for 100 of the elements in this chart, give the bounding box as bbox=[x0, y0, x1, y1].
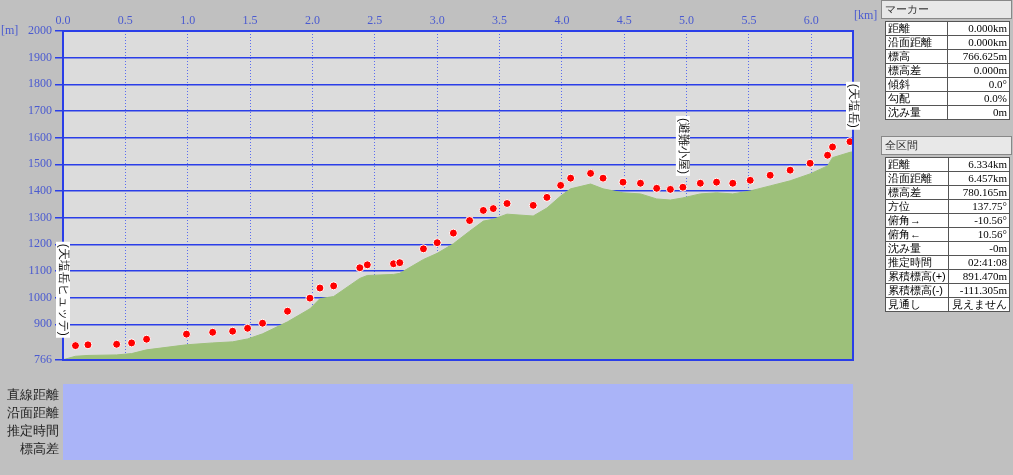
point bbox=[208, 327, 218, 337]
point bbox=[432, 238, 442, 248]
point bbox=[228, 326, 238, 336]
y-tick-label: 1900 bbox=[28, 49, 52, 64]
point bbox=[598, 173, 608, 183]
text: 沈み量 bbox=[885, 105, 948, 120]
point bbox=[465, 216, 475, 226]
text: 累積標高(-) bbox=[885, 283, 949, 298]
x-tick-label: 5.0 bbox=[679, 12, 695, 27]
text: 137.75° bbox=[948, 199, 1010, 214]
point bbox=[765, 170, 775, 180]
text: 累積標高(+) bbox=[885, 269, 949, 284]
point bbox=[258, 318, 268, 328]
point bbox=[395, 258, 405, 268]
x-tick-label: 4.0 bbox=[554, 12, 570, 27]
text: 標高 bbox=[885, 49, 948, 64]
text: 方位 bbox=[885, 199, 949, 214]
y-tick-label: 1800 bbox=[28, 76, 52, 91]
y-tick-label: 1700 bbox=[28, 103, 52, 118]
text: 勾配 bbox=[885, 91, 948, 106]
text: 全区間 bbox=[881, 136, 1012, 155]
point bbox=[712, 177, 722, 187]
point bbox=[181, 329, 191, 339]
point bbox=[243, 323, 253, 333]
y-tick-label: 1100 bbox=[28, 263, 52, 278]
x-tick-label: 0.5 bbox=[117, 12, 133, 27]
point bbox=[362, 260, 372, 270]
point bbox=[745, 175, 755, 185]
text: -10.56° bbox=[948, 213, 1010, 228]
text: 俯角→ bbox=[885, 213, 949, 228]
text: 10.56° bbox=[948, 227, 1010, 242]
point bbox=[618, 177, 628, 187]
text: 直線距離 bbox=[6, 386, 59, 404]
point bbox=[805, 158, 815, 168]
point bbox=[785, 165, 795, 175]
point bbox=[448, 228, 458, 238]
y-tick-label: 766 bbox=[34, 352, 52, 367]
x-tick-label: 1.0 bbox=[180, 12, 196, 27]
text: 0.0% bbox=[947, 91, 1010, 106]
text: 推定時間 bbox=[885, 255, 949, 270]
text: 0.000km bbox=[947, 35, 1010, 50]
x-tick-label: 2.0 bbox=[304, 12, 320, 27]
x-tick-label: 0.0 bbox=[55, 12, 71, 27]
y-tick-label: 900 bbox=[34, 316, 52, 331]
y-tick-label: 1500 bbox=[28, 156, 52, 171]
point bbox=[315, 283, 325, 293]
text: 推定時間 bbox=[6, 422, 59, 440]
text: マーカー bbox=[881, 0, 1012, 19]
x-tick-label: 3.0 bbox=[429, 12, 445, 27]
point bbox=[635, 178, 645, 188]
text: 6.457km bbox=[948, 171, 1010, 186]
annotation: (天塩岳ヒュッテ) bbox=[56, 243, 71, 336]
y-axis-title: [m] bbox=[1, 23, 19, 38]
y-tick-label: 1200 bbox=[28, 236, 52, 251]
point bbox=[112, 339, 122, 349]
text: 02:41:08 bbox=[948, 255, 1010, 270]
text: 沿面距離 bbox=[6, 404, 59, 422]
point bbox=[305, 293, 315, 303]
point bbox=[678, 182, 688, 192]
text: 沿面距離 bbox=[885, 171, 949, 186]
point bbox=[283, 306, 292, 316]
x-tick-label: 5.5 bbox=[741, 12, 757, 27]
text: 0.000m bbox=[947, 63, 1010, 78]
annotation: (避難小屋) bbox=[676, 117, 691, 174]
point bbox=[83, 340, 93, 350]
point bbox=[556, 180, 566, 190]
text: -111.305m bbox=[948, 283, 1010, 298]
text: 沿面距離 bbox=[885, 35, 948, 50]
point bbox=[566, 173, 576, 183]
y-tick-label: 2000 bbox=[28, 23, 52, 38]
point bbox=[142, 334, 152, 344]
text: 0.0° bbox=[947, 77, 1010, 92]
text: -0m bbox=[948, 241, 1010, 256]
point bbox=[502, 199, 512, 208]
text: 距離 bbox=[885, 157, 949, 172]
point bbox=[845, 137, 853, 147]
text: 標高差 bbox=[19, 440, 59, 458]
annotation: (天塩岳) bbox=[846, 83, 861, 128]
point bbox=[355, 263, 365, 273]
point bbox=[127, 338, 137, 348]
text: 766.625m bbox=[947, 49, 1010, 64]
point bbox=[528, 200, 538, 210]
point bbox=[542, 192, 552, 202]
text: 780.165m bbox=[948, 185, 1010, 200]
text: 見えません bbox=[948, 297, 1010, 312]
x-tick-label: 6.0 bbox=[803, 12, 819, 27]
point bbox=[665, 184, 675, 194]
point bbox=[329, 281, 339, 291]
text: 俯角← bbox=[885, 227, 949, 242]
x-axis-title: [km] bbox=[854, 8, 878, 23]
y-tick-label: 1300 bbox=[28, 209, 52, 224]
point bbox=[488, 204, 498, 214]
point bbox=[478, 205, 488, 215]
text: 891.470m bbox=[948, 269, 1010, 284]
text: 沈み量 bbox=[885, 241, 949, 256]
y-tick-label: 1600 bbox=[28, 129, 52, 144]
point bbox=[70, 341, 80, 351]
x-tick-label: 3.5 bbox=[492, 12, 508, 27]
x-tick-label: 2.5 bbox=[367, 12, 383, 27]
y-tick-label: 1000 bbox=[28, 289, 52, 304]
